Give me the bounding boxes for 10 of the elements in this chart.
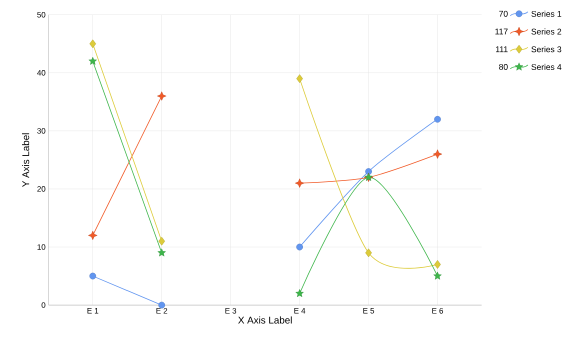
legend-label: Series 1 [531,10,562,17]
x-axis-title: X Axis Label [238,316,292,324]
text: 117 [495,28,508,34]
text: 111 [496,46,508,52]
y-axis-title: Y Axis Label [22,133,30,187]
legend-label: Series 4 [531,64,562,70]
text: 70 [499,10,508,17]
legend-label: Series 2 [531,28,562,34]
text: 80 [499,64,508,70]
legend-label: Series 3 [531,46,562,52]
